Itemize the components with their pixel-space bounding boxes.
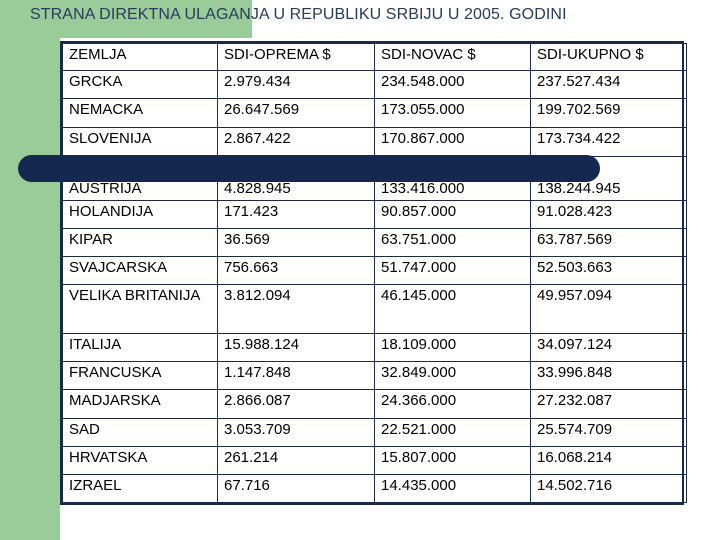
cell-equipment: 2.866.087	[217, 389, 375, 419]
decorative-divider-bar	[18, 155, 600, 182]
cell-total: 25.574.709	[530, 418, 687, 447]
cell-country: IZRAEL	[62, 474, 218, 503]
investment-table-container: ZEMLJA SDI-OPREMA $ SDI-NOVAC $ SDI-UKUP…	[60, 41, 687, 505]
cell-cash: 90.857.000	[374, 200, 531, 229]
cell-equipment: 26.647.569	[217, 98, 375, 128]
cell-equipment: 15.988.124	[217, 333, 375, 362]
cell-country: KIPAR	[62, 228, 218, 257]
cell-equipment: 2.979.434	[217, 70, 375, 99]
cell-country: VELIKA BRITANIJA	[62, 284, 218, 334]
cell-cash: 63.751.000	[374, 228, 531, 257]
cell-cash: 51.747.000	[374, 256, 531, 285]
cell-country: GRCKA	[62, 70, 218, 99]
cell-country: SAD	[62, 418, 218, 447]
cell-cash: 24.366.000	[374, 389, 531, 419]
table-row: FRANCUSKA 1.147.848 32.849.000 33.996.848	[62, 361, 687, 390]
cell-equipment: 67.716	[217, 474, 375, 503]
cell-cash: 173.055.000	[374, 98, 531, 128]
cell-cash: 46.145.000	[374, 284, 531, 334]
cell-cash: 22.521.000	[374, 418, 531, 447]
cell-cash: 18.109.000	[374, 333, 531, 362]
table-row: GRCKA 2.979.434 234.548.000 237.527.434	[62, 70, 687, 99]
cell-total: 52.503.663	[530, 256, 687, 285]
cell-equipment: 1.147.848	[217, 361, 375, 390]
table-header-row: ZEMLJA SDI-OPREMA $ SDI-NOVAC $ SDI-UKUP…	[62, 43, 687, 71]
cell-cash: 15.807.000	[374, 446, 531, 475]
page-title: STRANA DIREKTNA ULAGANJA U REPUBLIKU SRB…	[30, 6, 567, 23]
table-row: HOLANDIJA 171.423 90.857.000 91.028.423	[62, 200, 687, 229]
header-total: SDI-UKUPNO $	[530, 43, 687, 71]
cell-country: SVAJCARSKA	[62, 256, 218, 285]
cell-total: 173.734.422	[530, 127, 687, 157]
cell-cash: 14.435.000	[374, 474, 531, 503]
cell-cash: 234.548.000	[374, 70, 531, 99]
cell-total: 34.097.124	[530, 333, 687, 362]
cell-country: FRANCUSKA	[62, 361, 218, 390]
cell-total: 16.068.214	[530, 446, 687, 475]
cell-country: HOLANDIJA	[62, 200, 218, 229]
cell-country: SLOVENIJA	[62, 127, 218, 157]
header-country: ZEMLJA	[62, 43, 218, 71]
cell-equipment: 261.214	[217, 446, 375, 475]
cell-country: ITALIJA	[62, 333, 218, 362]
cell-total: 14.502.716	[530, 474, 687, 503]
cell-equipment: 756.663	[217, 256, 375, 285]
cell-country: MADJARSKA	[62, 389, 218, 419]
cell-total: 27.232.087	[530, 389, 687, 419]
table-row: SVAJCARSKA 756.663 51.747.000 52.503.663	[62, 256, 687, 285]
table-row: SAD 3.053.709 22.521.000 25.574.709	[62, 418, 687, 447]
cell-cash: 32.849.000	[374, 361, 531, 390]
cell-total: 237.527.434	[530, 70, 687, 99]
cell-total: 49.957.094	[530, 284, 687, 334]
cell-country: HRVATSKA	[62, 446, 218, 475]
cell-total: 63.787.569	[530, 228, 687, 257]
table-row: VELIKA BRITANIJA 3.812.094 46.145.000 49.95…	[62, 284, 687, 334]
cell-country: NEMACKA	[62, 98, 218, 128]
table-row: MADJARSKA 2.866.087 24.366.000 27.232.087	[62, 389, 687, 419]
cell-total: 199.702.569	[530, 98, 687, 128]
header-equipment: SDI-OPREMA $	[217, 43, 375, 71]
cell-equipment: 171.423	[217, 200, 375, 229]
cell-total: 91.028.423	[530, 200, 687, 229]
table-row: HRVATSKA 261.214 15.807.000 16.068.214	[62, 446, 687, 475]
table-row: ITALIJA 15.988.124 18.109.000 34.097.124	[62, 333, 687, 362]
cell-equipment: 36.569	[217, 228, 375, 257]
table-row: NEMACKA 26.647.569 173.055.000 199.702.569	[62, 98, 687, 128]
cell-cash: 170.867.000	[374, 127, 531, 157]
table-row: SLOVENIJA 2.867.422 170.867.000 173.734.422	[62, 127, 687, 157]
cell-total: 33.996.848	[530, 361, 687, 390]
table-row: IZRAEL 67.716 14.435.000 14.502.716	[62, 474, 687, 503]
cell-equipment: 3.812.094	[217, 284, 375, 334]
cell-equipment: 3.053.709	[217, 418, 375, 447]
table-row: KIPAR 36.569 63.751.000 63.787.569	[62, 228, 687, 257]
investment-table: ZEMLJA SDI-OPREMA $ SDI-NOVAC $ SDI-UKUP…	[62, 43, 687, 503]
cell-equipment: 2.867.422	[217, 127, 375, 157]
top-accent-block	[0, 0, 252, 38]
header-cash: SDI-NOVAC $	[374, 43, 531, 71]
left-accent-strip	[0, 0, 60, 540]
